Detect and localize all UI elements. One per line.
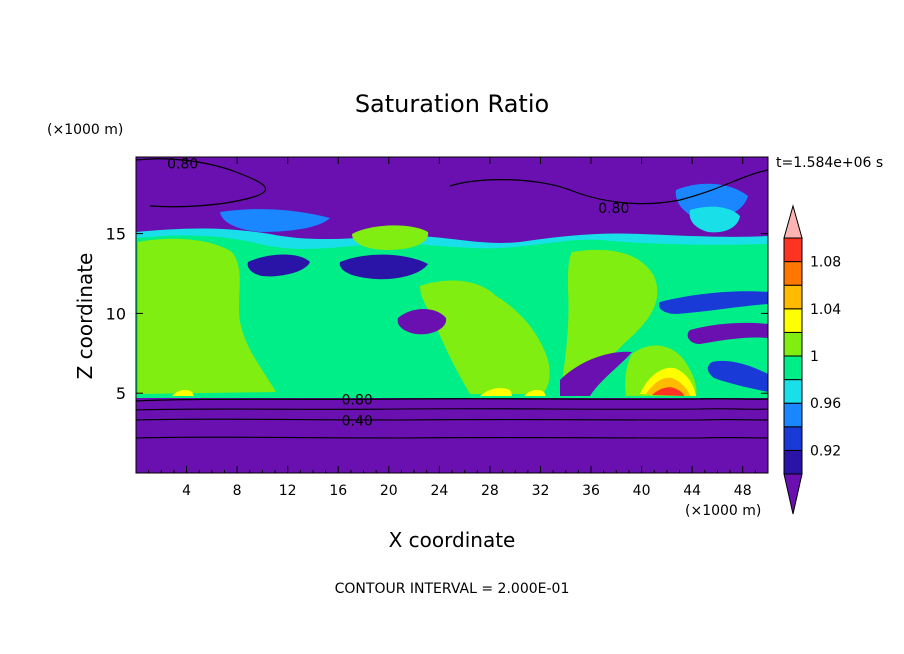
field-lightgreen-left — [138, 238, 276, 394]
field-hotspot-red — [652, 387, 684, 396]
x-tick-label: 40 — [633, 483, 651, 499]
x-axis-label: X coordinate — [389, 528, 516, 552]
field-blue-intrusion-2 — [339, 254, 428, 280]
field-lightgreen-upper-ridge — [352, 225, 429, 250]
field-purple-streak-right — [687, 322, 768, 344]
colorbar-box — [783, 449, 803, 475]
colorbar-box — [783, 284, 803, 310]
contour-line-060 — [136, 408, 768, 411]
contour-label: 0.80 — [598, 201, 629, 217]
x-unit-label: (×1000 m) — [685, 503, 761, 519]
colorbar-box — [783, 261, 803, 286]
x-tick-label: 36 — [582, 483, 600, 499]
colorbar-lower-extension — [783, 473, 803, 515]
x-tick-label: 24 — [430, 483, 448, 499]
colorbar-box — [783, 402, 803, 428]
colorbar: 1.08 1.04 1 0.96 0.92 — [783, 204, 841, 515]
x-tick-label: 44 — [683, 483, 701, 499]
time-label: t=1.584e+06 s — [776, 155, 883, 171]
colorbar-box — [783, 308, 803, 333]
contour-label: 0.80 — [167, 156, 198, 172]
contour-line-upper-left — [136, 158, 267, 208]
x-tick-label: 48 — [734, 483, 752, 499]
y-tick-label: 10 — [106, 304, 126, 323]
field-lightgreen-mid — [420, 280, 550, 394]
colorbar-box — [783, 426, 803, 451]
contour-interval-footer: CONTOUR INTERVAL = 2.000E-01 — [335, 581, 570, 597]
x-tick-label: 4 — [182, 483, 191, 499]
colorbar-box — [783, 355, 803, 381]
y-axis-label: Z coordinate — [73, 253, 97, 380]
field-purple-blob — [397, 309, 447, 335]
colorbar-label: 1.04 — [810, 302, 841, 318]
contour-line-020 — [136, 436, 768, 439]
field-yellow-base-2 — [172, 389, 194, 396]
x-tick-label: 28 — [481, 483, 499, 499]
y-tick-label: 15 — [106, 225, 126, 244]
x-tick-label: 12 — [279, 483, 297, 499]
x-tick-label: 32 — [532, 483, 550, 499]
x-tick-label: 16 — [329, 483, 347, 499]
colorbar-label: 1.08 — [810, 255, 841, 271]
contour-label: 0.80 — [342, 393, 373, 409]
field-blue-intrusion-1 — [247, 254, 310, 277]
chart-title: Saturation Ratio — [355, 90, 549, 118]
contour-line-upper-right — [449, 169, 768, 205]
field-blue-lowright-2 — [707, 360, 768, 392]
colorbar-label: 1 — [810, 349, 819, 365]
field-lightgreen-right — [560, 249, 658, 392]
y-tick-label: 5 — [116, 384, 126, 403]
x-tick-label: 8 — [233, 483, 242, 499]
field-cyan-upper-right — [689, 206, 740, 233]
colorbar-box — [783, 379, 803, 404]
contour-label: 0.40 — [342, 413, 373, 429]
field-lower-purple — [136, 398, 768, 473]
y-axis-ticks: 5 10 15 — [106, 225, 768, 403]
colorbar-label: 0.92 — [810, 443, 841, 459]
field-yellow-base — [480, 388, 512, 396]
field-blue-streak-right — [658, 291, 768, 314]
x-tick-label: 20 — [380, 483, 398, 499]
plot-area — [136, 157, 768, 473]
contour-labels: 0.80 0.80 0.80 0.40 — [167, 156, 629, 429]
colorbar-label: 0.96 — [810, 396, 841, 412]
colorbar-box — [783, 237, 803, 263]
colorbar-upper-extension — [783, 204, 803, 239]
colorbar-box — [783, 331, 803, 357]
y-unit-label: (×1000 m) — [47, 122, 123, 138]
x-axis-ticks: 4 8 12 16 20 24 28 32 36 40 44 48 — [148, 157, 756, 499]
contour-line-080-lower — [136, 398, 768, 402]
field-blue-upper — [220, 209, 330, 232]
field-yellow-base-3 — [524, 389, 546, 396]
contour-line-040 — [136, 418, 768, 421]
field-purple-lowright — [560, 351, 632, 396]
